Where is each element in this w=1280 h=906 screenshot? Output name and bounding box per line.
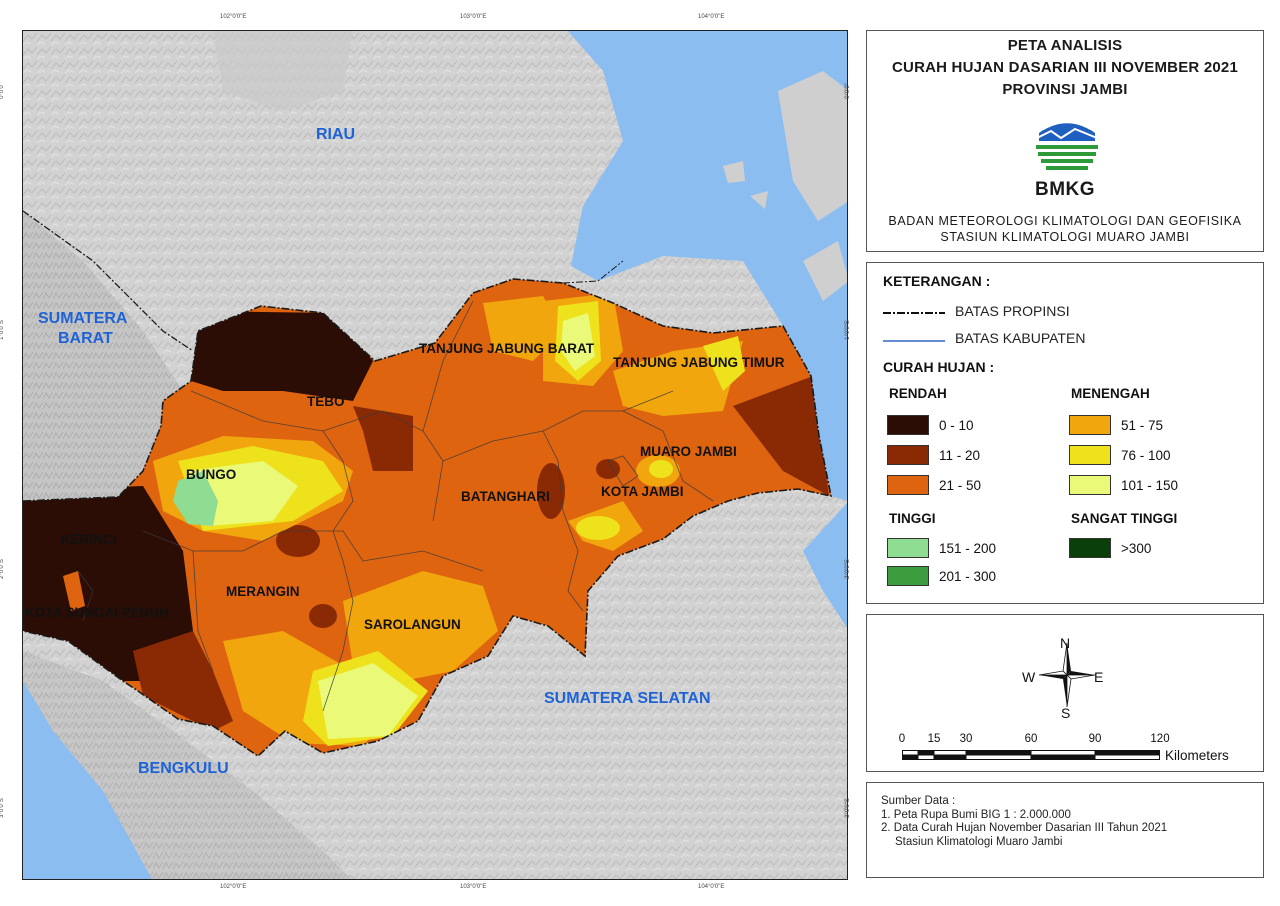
legend-province-border-label: BATAS PROPINSI — [955, 303, 1070, 319]
lon-tick-top-104: 104°0'0"E — [698, 14, 725, 20]
swatch-21-50 — [887, 475, 929, 495]
agency-name: BADAN METEOROLOGI KLIMATOLOGI DAN GEOFIS… — [867, 213, 1263, 245]
district-label-sungai-penuh: KOTA SUNGAI PENUH — [25, 605, 169, 620]
map-title-line2: CURAH HUJAN DASARIAN III NOVEMBER 2021 — [892, 59, 1238, 76]
legend-label-51-75: 51 - 75 — [1121, 417, 1164, 433]
lat-tick-left-1: 1°0'0"S — [0, 320, 5, 340]
legend-item-101-150: 101 - 150 — [1069, 475, 1178, 495]
map-title-line3: PROVINSI JAMBI — [1002, 81, 1128, 98]
bmkg-logo-icon — [1034, 114, 1100, 180]
compass-n: N — [1060, 635, 1071, 651]
lon-tick-bottom-104: 104°0'0"E — [698, 884, 725, 890]
scale-bar — [902, 750, 1160, 760]
district-label-kota-jambi: KOTA JAMBI — [601, 484, 684, 499]
scale-tick-15: 15 — [927, 733, 941, 745]
province-border-symbol — [883, 312, 945, 314]
source-line1: 1. Peta Rupa Bumi BIG 1 : 2.000.000 — [881, 808, 1071, 821]
legend-label-76-100: 76 - 100 — [1121, 447, 1171, 463]
legend-item-21-50: 21 - 50 — [887, 475, 981, 495]
legend-label-201-300: 201 - 300 — [939, 568, 997, 584]
compass-s: S — [1061, 705, 1071, 721]
group-very-high-title: SANGAT TINGGI — [1071, 511, 1178, 526]
title-panel: PETA ANALISIS CURAH HUJAN DASARIAN III N… — [866, 30, 1264, 252]
region-label-bengkulu: BENGKULU — [138, 760, 229, 777]
legend-item-51-75: 51 - 75 — [1069, 415, 1163, 435]
swatch-51-75 — [1069, 415, 1111, 435]
legend-label-0-10: 0 - 10 — [939, 417, 974, 433]
scale-tick-30: 30 — [959, 733, 973, 745]
legend-item-201-300: 201 - 300 — [887, 566, 996, 586]
district-label-tanjabtim: TANJUNG JABUNG TIMUR — [613, 355, 785, 370]
district-border-symbol — [883, 340, 945, 342]
district-label-tanjabbar: TANJUNG JABUNG BARAT — [419, 341, 595, 356]
lat-tick-left-0: 0°0'0" — [0, 83, 5, 99]
lon-tick-top-103: 103°0'0"E — [460, 14, 487, 20]
legend-item-0-10: 0 - 10 — [887, 415, 974, 435]
scale-tick-60: 60 — [1024, 733, 1038, 745]
swatch-201-300 — [887, 566, 929, 586]
north-arrow-icon — [1038, 642, 1096, 708]
lon-tick-bottom-103: 103°0'0"E — [460, 884, 487, 890]
lon-tick-top-102: 102°0'0"E — [220, 14, 247, 20]
swatch-151-200 — [887, 538, 929, 558]
lon-tick-bottom-102: 102°0'0"E — [220, 884, 247, 890]
compass-e: E — [1094, 669, 1104, 685]
legend-label-21-50: 21 - 50 — [939, 477, 982, 493]
source-line2: 2. Data Curah Hujan November Dasarian II… — [881, 822, 1168, 834]
scale-tick-0: 0 — [898, 733, 906, 745]
group-low-title: RENDAH — [889, 386, 947, 401]
swatch-76-100 — [1069, 445, 1111, 465]
agency-line1: BADAN METEOROLOGI KLIMATOLOGI DAN GEOFIS… — [888, 214, 1242, 228]
scale-tick-120: 120 — [1150, 733, 1170, 745]
region-label-riau: RIAU — [316, 126, 355, 143]
district-label-muaro-jambi: MUARO JAMBI — [640, 444, 737, 459]
lat-tick-right-1: 1°0'0"S — [844, 320, 851, 340]
swatch-over-300 — [1069, 538, 1111, 558]
district-label-tebo: TEBO — [307, 394, 345, 409]
rainfall-map[interactable]: RIAU SUMATERA BARAT SUMATERA SELATAN BEN… — [22, 30, 848, 880]
district-label-sarolangun: SAROLANGUN — [364, 617, 461, 632]
compass-scale-panel: N S W E 0 15 30 60 90 120 Kilometers — [866, 614, 1264, 772]
swatch-101-150 — [1069, 475, 1111, 495]
legend-item-11-20: 11 - 20 — [887, 445, 980, 465]
legend-panel: KETERANGAN : BATAS PROPINSI BATAS KABUPA… — [866, 262, 1264, 604]
group-high-title: TINGGI — [889, 511, 936, 526]
region-label-sumbar-1: SUMATERA — [38, 310, 128, 327]
source-heading: Sumber Data : — [881, 795, 956, 807]
legend-heading: KETERANGAN : — [883, 273, 991, 289]
district-label-batanghari: BATANGHARI — [461, 489, 550, 504]
source-line3: Stasiun Klimatologi Muaro Jambi — [895, 835, 1063, 848]
rainfall-heading: CURAH HUJAN : — [883, 359, 995, 375]
legend-label-11-20: 11 - 20 — [939, 447, 981, 463]
scale-unit: Kilometers — [1165, 748, 1229, 763]
district-label-merangin: MERANGIN — [226, 584, 300, 599]
agency-line2: STASIUN KLIMATOLOGI MUARO JAMBI — [940, 230, 1190, 244]
scale-tick-90: 90 — [1088, 733, 1102, 745]
region-label-sumsel: SUMATERA SELATAN — [544, 690, 711, 707]
lat-tick-left-3: 3°0'0"S — [0, 798, 5, 818]
lat-tick-right-2: 2°0'0"S — [844, 559, 851, 579]
district-label-bungo: BUNGO — [186, 467, 236, 482]
lat-tick-right-3: 3°0'0"S — [844, 798, 851, 818]
legend-item-151-200: 151 - 200 — [887, 538, 996, 558]
legend-label-101-150: 101 - 150 — [1121, 477, 1179, 493]
legend-item-over-300: >300 — [1069, 538, 1151, 558]
map-title-line1: PETA ANALISIS — [1007, 37, 1123, 54]
legend-label-over-300: >300 — [1121, 540, 1152, 556]
group-medium-title: MENENGAH — [1071, 386, 1150, 401]
swatch-11-20 — [887, 445, 929, 465]
lat-tick-right-0: 0°0'0" — [844, 83, 851, 99]
source-panel: Sumber Data : 1. Peta Rupa Bumi BIG 1 : … — [866, 782, 1264, 878]
district-label-kerinci: KERINCI — [61, 532, 117, 547]
region-label-sumbar-2: BARAT — [58, 330, 113, 347]
swatch-0-10 — [887, 415, 929, 435]
map-canvas: RIAU SUMATERA BARAT SUMATERA SELATAN BEN… — [23, 31, 847, 879]
legend-district-border-label: BATAS KABUPATEN — [955, 330, 1086, 346]
bmkg-logo-text: BMKG — [1034, 179, 1096, 200]
legend-item-76-100: 76 - 100 — [1069, 445, 1171, 465]
lat-tick-left-2: 2°0'0"S — [0, 559, 5, 579]
legend-label-151-200: 151 - 200 — [939, 540, 997, 556]
compass-w: W — [1022, 669, 1036, 685]
